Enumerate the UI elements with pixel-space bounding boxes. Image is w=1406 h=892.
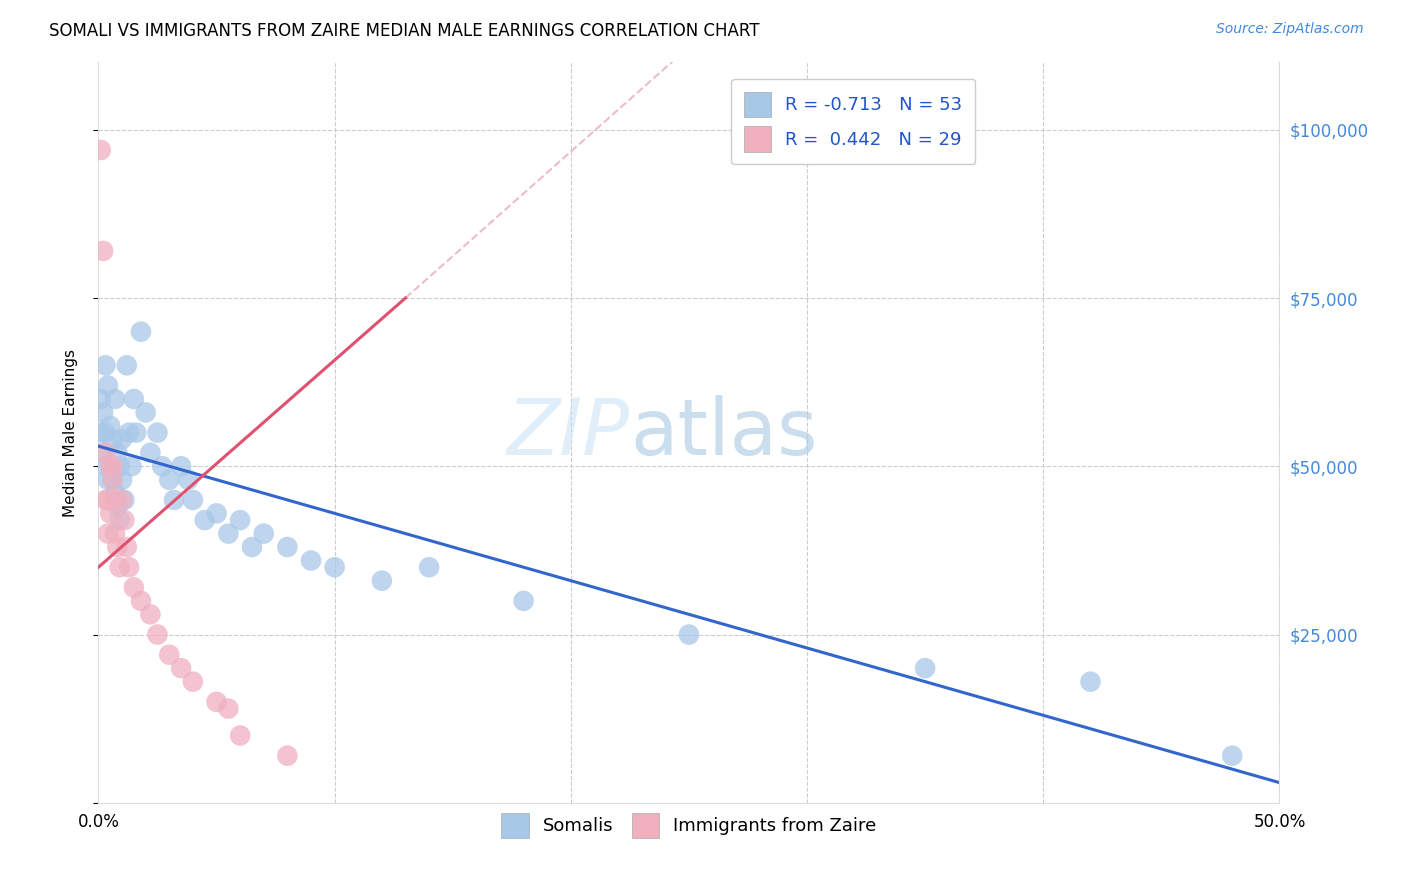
Point [91,446,114,460]
Point [146,627,169,641]
Point [108,459,131,474]
Point [240,540,263,554]
Point [229,513,252,527]
Point [125,425,148,440]
Point [98,459,121,474]
Text: SOMALI VS IMMIGRANTS FROM ZAIRE MEDIAN MALE EARNINGS CORRELATION CHART: SOMALI VS IMMIGRANTS FROM ZAIRE MEDIAN M… [49,22,759,40]
Point [129,325,152,339]
Point [101,473,124,487]
Point [157,648,180,662]
Point [205,695,228,709]
Point [181,674,204,689]
Point [150,459,173,474]
Point [97,378,120,392]
Point [105,500,128,514]
Point [914,661,936,675]
Point [118,425,141,440]
Point [101,433,124,447]
Text: atlas: atlas [630,394,817,471]
Point [299,553,322,567]
Point [276,540,298,554]
Point [146,425,169,440]
Point [104,392,127,406]
Point [122,581,145,595]
Point [98,507,121,521]
Point [90,425,112,440]
Point [111,433,134,447]
Text: ZIP: ZIP [508,394,630,471]
Point [101,459,124,474]
Point [177,473,200,487]
Point [139,607,162,622]
Point [108,513,131,527]
Point [112,513,135,527]
Point [323,560,346,574]
Point [111,473,134,487]
Point [97,526,120,541]
Point [1220,748,1243,763]
Point [253,526,276,541]
Point [371,574,394,588]
Point [170,661,193,675]
Point [105,540,128,554]
Point [229,729,252,743]
Point [170,459,193,474]
Point [678,627,700,641]
Point [104,486,127,500]
Point [121,459,143,474]
Point [98,418,121,433]
Legend: Somalis, Immigrants from Zaire: Somalis, Immigrants from Zaire [495,805,883,846]
Point [512,594,534,608]
Point [105,446,128,460]
Point [111,492,134,507]
Point [94,459,117,474]
Point [194,513,217,527]
Point [139,446,162,460]
Point [94,446,117,460]
Point [181,492,204,507]
Point [97,492,120,507]
Point [90,392,112,406]
Point [94,492,117,507]
Point [163,492,186,507]
Point [135,405,157,419]
Y-axis label: Median Male Earnings: Median Male Earnings [63,349,77,516]
Text: Source: ZipAtlas.com: Source: ZipAtlas.com [1216,22,1364,37]
Point [122,392,145,406]
Point [115,540,138,554]
Point [98,459,121,474]
Point [217,701,239,715]
Point [205,507,228,521]
Point [129,594,152,608]
Point [108,560,131,574]
Point [112,492,135,507]
Point [94,359,117,373]
Point [276,748,298,763]
Point [94,425,117,440]
Point [91,244,114,258]
Point [104,526,127,541]
Point [101,473,124,487]
Point [91,405,114,419]
Point [1080,674,1102,689]
Point [90,143,112,157]
Point [418,560,440,574]
Point [217,526,239,541]
Point [97,473,120,487]
Point [157,473,180,487]
Point [104,492,127,507]
Point [118,560,141,574]
Point [115,359,138,373]
